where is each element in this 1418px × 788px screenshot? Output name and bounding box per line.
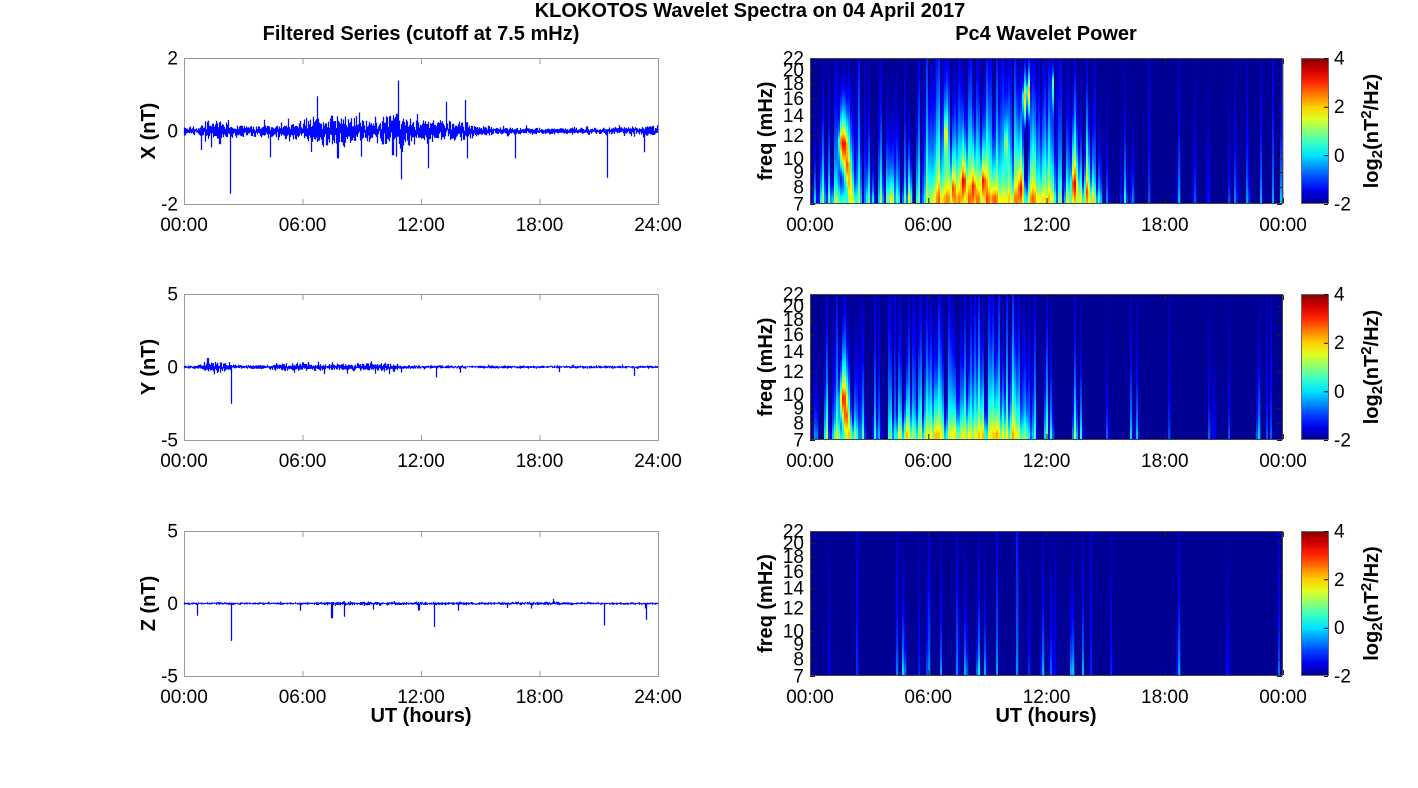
svg-text:06:00: 06:00 (904, 215, 952, 236)
svg-text:00:00: 00:00 (1259, 687, 1307, 708)
svg-text:00:00: 00:00 (160, 451, 208, 472)
svg-text:16: 16 (783, 325, 804, 346)
svg-text:10: 10 (783, 621, 804, 642)
svg-text:16: 16 (783, 562, 804, 583)
svg-text:00:00: 00:00 (786, 687, 834, 708)
svg-text:06:00: 06:00 (279, 687, 327, 708)
svg-text:UT (hours): UT (hours) (995, 705, 1096, 727)
svg-text:KLOKOTOS Wavelet Spectra on 04: KLOKOTOS Wavelet Spectra on 04 April 201… (535, 0, 966, 22)
svg-text:18:00: 18:00 (516, 451, 564, 472)
svg-text:14: 14 (783, 342, 805, 363)
svg-text:freq (mHz): freq (mHz) (755, 82, 777, 181)
svg-text:5: 5 (167, 522, 178, 543)
svg-text:24:00: 24:00 (634, 451, 682, 472)
svg-text:18:00: 18:00 (1141, 451, 1189, 472)
svg-text:00:00: 00:00 (786, 215, 834, 236)
svg-text:2: 2 (1334, 333, 1345, 354)
svg-text:8: 8 (793, 414, 804, 435)
svg-text:18:00: 18:00 (516, 215, 564, 236)
svg-text:Z (nT): Z (nT) (138, 576, 160, 632)
svg-text:12: 12 (783, 362, 804, 383)
svg-text:5: 5 (167, 285, 178, 306)
svg-text:22: 22 (783, 285, 804, 306)
svg-text:log2(nT2/Hz): log2(nT2/Hz) (1358, 546, 1386, 660)
svg-text:00:00: 00:00 (786, 451, 834, 472)
svg-text:06:00: 06:00 (904, 687, 952, 708)
svg-text:18:00: 18:00 (1141, 215, 1189, 236)
svg-text:24:00: 24:00 (634, 215, 682, 236)
svg-text:4: 4 (1334, 522, 1345, 543)
svg-text:9: 9 (793, 399, 804, 420)
svg-text:-2: -2 (1334, 431, 1351, 452)
svg-text:00:00: 00:00 (1259, 451, 1307, 472)
svg-text:X (nT): X (nT) (138, 103, 160, 160)
svg-text:log2(nT2/Hz): log2(nT2/Hz) (1358, 74, 1386, 188)
svg-text:00:00: 00:00 (160, 215, 208, 236)
svg-text:4: 4 (1334, 49, 1345, 70)
svg-text:0: 0 (167, 594, 178, 615)
svg-text:UT (hours): UT (hours) (370, 705, 471, 727)
svg-text:22: 22 (783, 49, 804, 70)
svg-text:-2: -2 (1334, 667, 1351, 688)
svg-text:freq (mHz): freq (mHz) (755, 554, 777, 653)
svg-text:Filtered Series (cutoff at 7.5: Filtered Series (cutoff at 7.5 mHz) (263, 23, 580, 45)
svg-text:2: 2 (1334, 97, 1345, 118)
svg-text:16: 16 (783, 89, 804, 110)
svg-text:20: 20 (783, 61, 804, 82)
svg-text:8: 8 (793, 650, 804, 671)
svg-text:4: 4 (1334, 285, 1345, 306)
svg-text:12:00: 12:00 (397, 687, 445, 708)
svg-text:Y (nT): Y (nT) (138, 339, 160, 395)
svg-text:10: 10 (783, 149, 804, 170)
svg-text:-5: -5 (161, 431, 178, 452)
svg-text:-2: -2 (161, 195, 178, 216)
svg-text:log2(nT2/Hz): log2(nT2/Hz) (1358, 310, 1386, 424)
svg-text:0: 0 (167, 358, 178, 379)
svg-text:2: 2 (1334, 570, 1345, 591)
svg-text:0: 0 (167, 122, 178, 143)
svg-text:0: 0 (1334, 382, 1345, 403)
svg-text:7: 7 (793, 431, 804, 452)
svg-text:14: 14 (783, 579, 805, 600)
svg-text:-2: -2 (1334, 195, 1351, 216)
svg-text:freq (mHz): freq (mHz) (755, 318, 777, 417)
svg-text:12:00: 12:00 (397, 215, 445, 236)
svg-text:18: 18 (783, 74, 804, 95)
svg-text:7: 7 (793, 195, 804, 216)
svg-text:12:00: 12:00 (1023, 687, 1071, 708)
svg-text:12:00: 12:00 (397, 451, 445, 472)
svg-text:12: 12 (783, 598, 804, 619)
svg-text:20: 20 (783, 534, 804, 555)
svg-text:7: 7 (793, 667, 804, 688)
svg-text:-5: -5 (161, 667, 178, 688)
svg-text:Pc4 Wavelet Power: Pc4 Wavelet Power (955, 23, 1137, 45)
svg-text:20: 20 (783, 297, 804, 318)
svg-text:12:00: 12:00 (1023, 451, 1071, 472)
svg-text:22: 22 (783, 522, 804, 543)
svg-text:12:00: 12:00 (1023, 215, 1071, 236)
svg-text:9: 9 (793, 163, 804, 184)
svg-text:06:00: 06:00 (279, 451, 327, 472)
svg-text:8: 8 (793, 178, 804, 199)
svg-text:14: 14 (783, 106, 805, 127)
svg-text:18:00: 18:00 (1141, 687, 1189, 708)
svg-text:00:00: 00:00 (160, 687, 208, 708)
svg-text:18:00: 18:00 (516, 687, 564, 708)
svg-text:2: 2 (167, 49, 178, 70)
svg-text:0: 0 (1334, 618, 1345, 639)
svg-text:24:00: 24:00 (634, 687, 682, 708)
svg-text:0: 0 (1334, 146, 1345, 167)
svg-text:06:00: 06:00 (279, 215, 327, 236)
svg-text:9: 9 (793, 635, 804, 656)
svg-text:12: 12 (783, 126, 804, 147)
svg-text:10: 10 (783, 385, 804, 406)
svg-text:00:00: 00:00 (1259, 215, 1307, 236)
svg-text:18: 18 (783, 547, 804, 568)
svg-text:18: 18 (783, 310, 804, 331)
svg-text:06:00: 06:00 (904, 451, 952, 472)
